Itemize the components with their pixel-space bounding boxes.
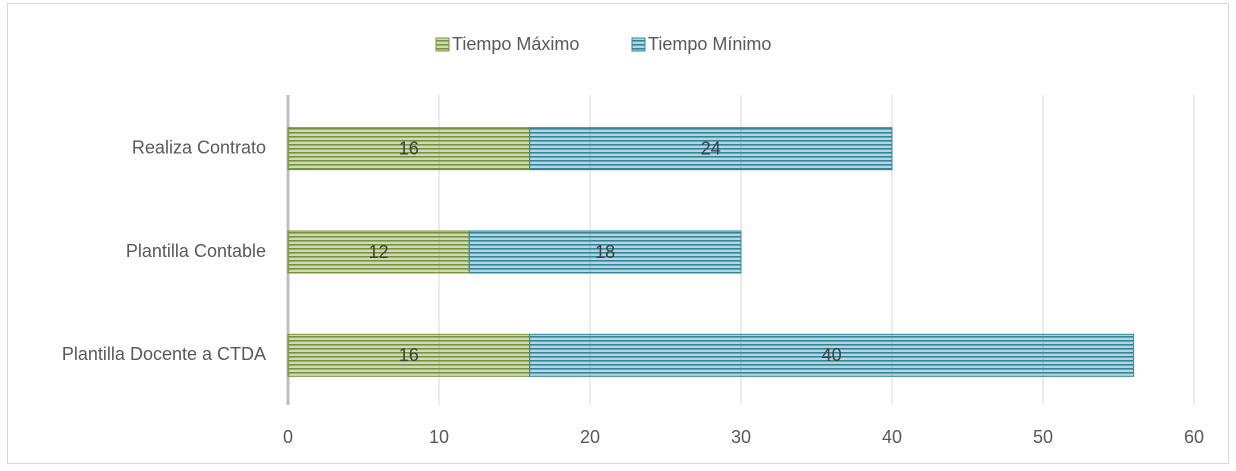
y-tick-label: Plantilla Docente a CTDA [62, 344, 266, 364]
x-tick-label: 20 [580, 427, 600, 447]
x-tick-label: 60 [1184, 427, 1204, 447]
legend-label: Tiempo Mínimo [648, 34, 771, 54]
bar-segment [468, 230, 742, 274]
y-tick-label: Realiza Contrato [132, 137, 266, 157]
bar-segment [287, 230, 470, 274]
legend-label: Tiempo Máximo [452, 34, 579, 54]
bar-segment [529, 127, 893, 171]
value-label: 16 [399, 138, 419, 158]
y-tick-label: Plantilla Contable [126, 241, 266, 261]
bar-segment [529, 333, 1135, 377]
value-label: 16 [399, 345, 419, 365]
value-label: 18 [595, 242, 615, 262]
x-tick-label: 0 [283, 427, 293, 447]
legend-swatch [631, 37, 646, 52]
value-label: 12 [369, 242, 389, 262]
value-label: 40 [822, 345, 842, 365]
bar-segment [287, 333, 531, 377]
value-label: 24 [701, 138, 721, 158]
x-tick-label: 30 [731, 427, 751, 447]
bar-segment [287, 127, 531, 171]
x-tick-label: 40 [882, 427, 902, 447]
x-tick-label: 10 [429, 427, 449, 447]
legend-swatch [435, 37, 450, 52]
x-tick-label: 50 [1033, 427, 1053, 447]
